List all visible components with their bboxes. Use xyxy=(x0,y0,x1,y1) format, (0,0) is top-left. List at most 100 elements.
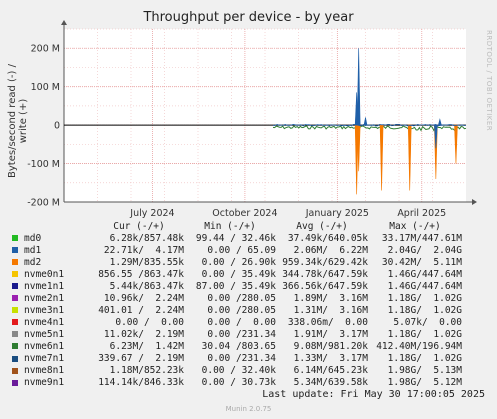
series-spike-md2 xyxy=(407,124,412,191)
legend-avg: 344.78k/647.59k xyxy=(282,268,368,280)
legend-avg: 1.89M/ 3.16M xyxy=(293,292,368,304)
legend-max: 412.40M/196.94M xyxy=(376,340,462,352)
legend-swatch xyxy=(12,235,18,242)
legend-max: 1.18G/ 1.02G xyxy=(387,304,462,316)
legend-max: 1.18G/ 1.02G xyxy=(387,328,462,340)
legend-min: 87.00 / 35.49k xyxy=(195,280,276,292)
y-tick-label: -200 M xyxy=(27,198,60,209)
series-spike-nvme0n1 xyxy=(434,124,438,149)
y-tick-label: 0 xyxy=(54,121,60,132)
series-line-nvme0n1 xyxy=(272,123,467,127)
legend-row-nvme2n1: nvme2n1 10.96k/ 2.24M 0.00 /280.05 1.89M/ 3… xyxy=(12,292,492,304)
legend-swatch xyxy=(12,307,18,314)
legend-row-md2: md2 1.29M/835.55k 0.00 / 26.90k 959.34k/629… xyxy=(12,256,492,268)
x-tick-label: July 2024 xyxy=(129,208,174,219)
legend-min: 0.00 / 30.73k xyxy=(201,377,276,389)
legend-row-nvme8n1: nvme8n1 1.18M/852.23k 0.00 / 32.40k 6.14M/6… xyxy=(12,365,492,377)
y-tick-label: 100 M xyxy=(31,82,60,93)
legend-header-cur: Cur (-/+) xyxy=(113,220,165,232)
legend-header-min: Min (-/+) xyxy=(204,220,256,232)
legend-row-nvme4n1: nvme4n1 0.00 / 0.00 0.00 / 0.00 338.06m/ 0.… xyxy=(12,316,492,328)
legend-max: 1.18G/ 1.02G xyxy=(387,292,462,304)
legend-swatch xyxy=(12,355,18,362)
graph-title: Throughput per device - by year xyxy=(143,10,354,25)
legend-name: nvme4n1 xyxy=(24,316,65,328)
legend-min: 0.00 /280.05 xyxy=(207,292,276,304)
legend-cur: 856.55 /863.47k xyxy=(98,268,184,280)
legend-avg: 959.34k/629.42k xyxy=(282,256,368,268)
y-tick-label: -100 M xyxy=(27,159,60,170)
legend-swatch xyxy=(12,295,18,302)
legend-swatch xyxy=(12,247,18,254)
legend-cur: 1.18M/852.23k xyxy=(109,365,184,377)
legend-swatch xyxy=(12,343,18,350)
legend-row-md0: md0 6.28k/857.48k 99.44 / 32.46k 37.49k/640… xyxy=(12,232,492,244)
x-tick-label: April 2025 xyxy=(397,208,446,219)
legend-row-nvme5n1: nvme5n1 11.02k/ 2.19M 0.00 /231.34 1.91M/ 3… xyxy=(12,328,492,340)
legend-cur: 114.14k/846.33k xyxy=(98,377,184,389)
legend-max: 2.04G/ 2.04G xyxy=(387,244,462,256)
legend-min: 0.00 / 0.00 xyxy=(207,316,276,328)
legend-name: nvme8n1 xyxy=(24,365,65,377)
legend-swatch xyxy=(12,271,18,278)
legend-row-nvme3n1: nvme3n1 401.01 / 2.24M 0.00 /280.05 1.31M/ … xyxy=(12,304,492,316)
legend-min: 99.44 / 32.46k xyxy=(195,232,276,244)
legend-name: nvme5n1 xyxy=(24,328,65,340)
legend-name: nvme0n1 xyxy=(24,268,65,280)
legend-cur: 11.02k/ 2.19M xyxy=(103,328,184,340)
legend-name: nvme3n1 xyxy=(24,304,65,316)
legend-row-nvme6n1: nvme6n1 6.23M/ 1.42M 30.04 /803.65 9.08M/98… xyxy=(12,340,492,352)
legend-name: nvme2n1 xyxy=(24,292,65,304)
legend-min: 0.00 / 65.09 xyxy=(207,244,276,256)
legend-avg: 5.34M/639.58k xyxy=(293,377,368,389)
legend-avg: 9.08M/981.20k xyxy=(293,340,368,352)
x-axis-arrow xyxy=(472,199,477,205)
legend-cur: 10.96k/ 2.24M xyxy=(103,292,184,304)
legend-row-nvme7n1: nvme7n1 339.67 / 2.19M 0.00 /231.34 1.33M/ … xyxy=(12,353,492,365)
legend-name: md2 xyxy=(24,256,42,268)
legend-cur: 0.00 / 0.00 xyxy=(115,316,184,328)
legend-avg: 366.56k/647.59k xyxy=(282,280,368,292)
legend-header-max: Max (-/+) xyxy=(389,220,441,232)
legend-max: 33.17M/447.61M xyxy=(381,232,462,244)
legend-cur: 401.01 / 2.24M xyxy=(98,304,184,316)
legend-avg: 1.33M/ 3.17M xyxy=(293,353,368,365)
legend-table: Cur (-/+) Min (-/+) Avg (-/+) Max (-/+) … xyxy=(12,220,492,389)
legend-swatch xyxy=(12,259,18,266)
legend-min: 0.00 / 35.49k xyxy=(201,268,276,280)
legend-avg: 6.14M/645.23k xyxy=(293,365,368,377)
legend-avg: 37.49k/640.05k xyxy=(287,232,368,244)
legend-cur: 6.23M/ 1.42M xyxy=(109,340,184,352)
legend-cur: 1.29M/835.55k xyxy=(109,256,184,268)
rrdtool-watermark: RRDTOOL / TOBI OETIKER xyxy=(485,30,493,132)
legend-row-md1: md1 22.71k/ 4.17M 0.00 / 65.09 2.06M/ 6.22M… xyxy=(12,244,492,256)
legend-max: 1.46G/447.64M xyxy=(387,280,462,292)
legend-min: 0.00 / 26.90k xyxy=(201,256,276,268)
legend-name: nvme1n1 xyxy=(24,280,65,292)
legend-min: 0.00 /231.34 xyxy=(207,353,276,365)
legend-max: 1.98G/ 5.13M xyxy=(387,365,462,377)
legend-max: 30.42M/ 5.11M xyxy=(381,256,462,268)
legend-max: 5.07k/ 0.00 xyxy=(393,316,462,328)
throughput-chart: 200 M 100 M 0 -100 M -200 M July 2024 October … xyxy=(27,20,477,219)
legend-cur: 22.71k/ 4.17M xyxy=(103,244,184,256)
series-spike-nvme0n1 xyxy=(363,117,368,126)
last-update: Last update: Fri May 30 17:00:05 2025 xyxy=(262,389,485,400)
legend-header: Cur (-/+) Min (-/+) Avg (-/+) Max (-/+) xyxy=(12,220,492,232)
legend-cur: 6.28k/857.48k xyxy=(109,232,184,244)
legend-avg: 1.31M/ 3.16M xyxy=(293,304,368,316)
legend-name: md0 xyxy=(24,232,42,244)
y-axis-arrow xyxy=(61,20,67,25)
legend-name: md1 xyxy=(24,244,42,256)
legend-swatch xyxy=(12,283,18,290)
series-line-nvme6n1 xyxy=(272,125,467,132)
x-tick-label: January 2025 xyxy=(305,208,369,219)
legend-max: 1.18G/ 1.02G xyxy=(387,353,462,365)
legend-swatch xyxy=(12,331,18,338)
legend-min: 30.04 /803.65 xyxy=(201,340,276,352)
legend-row-nvme0n1: nvme0n1 856.55 /863.47k 0.00 / 35.49k 344.7… xyxy=(12,268,492,280)
legend-header-avg: Avg (-/+) xyxy=(296,220,348,232)
legend-name: nvme6n1 xyxy=(24,340,65,352)
x-tick-label: October 2024 xyxy=(212,208,277,219)
legend-swatch xyxy=(12,319,18,326)
